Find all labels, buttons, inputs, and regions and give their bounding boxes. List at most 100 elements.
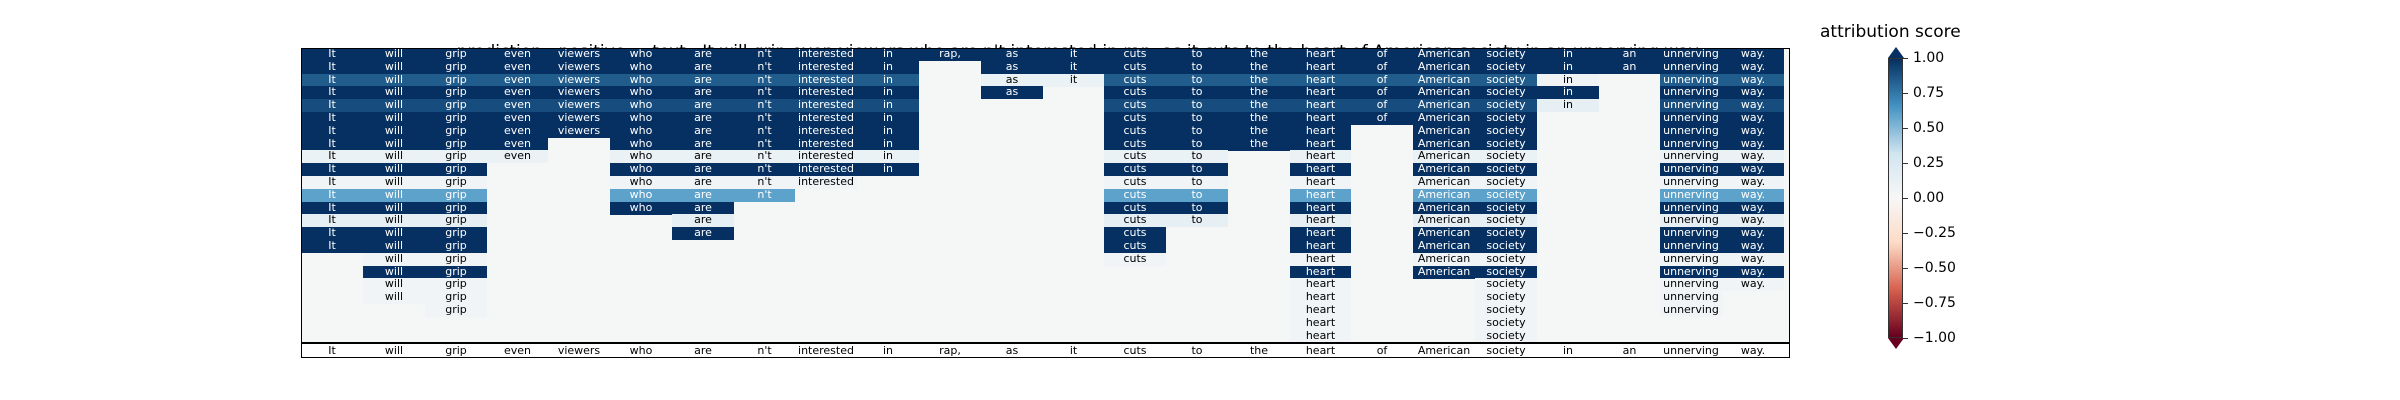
- heatmap-cell: [1660, 265, 1722, 279]
- heatmap-token-label: will: [384, 213, 404, 227]
- heatmap-cell: [1228, 73, 1290, 87]
- heatmap-token-label: even: [503, 59, 532, 73]
- heatmap-cell: [1475, 240, 1537, 253]
- heatmap-token-label: n't: [757, 136, 772, 150]
- heatmap-token-label: society: [1486, 264, 1526, 278]
- heatmap-cell: [672, 99, 734, 113]
- heatmap-cell: [1660, 252, 1722, 266]
- heatmap-cell: [857, 137, 919, 151]
- heatmap-token-label: to: [1191, 200, 1203, 214]
- heatmap-token-label: heart: [1305, 239, 1336, 252]
- heatmap-cell: [1475, 163, 1537, 177]
- heatmap-token-label: the: [1249, 136, 1269, 150]
- heatmap-cell: [1413, 265, 1475, 279]
- heatmap-token-label: even: [503, 85, 532, 99]
- heatmap-cell: [857, 112, 919, 125]
- heatmap-cell: [1104, 163, 1166, 177]
- heatmap-cell: [1475, 227, 1537, 241]
- heatmap-cell: [425, 137, 487, 151]
- heatmap-token-label: are: [694, 72, 712, 86]
- heatmap-token-label: grip: [445, 136, 467, 150]
- heatmap-cell: [1660, 86, 1722, 100]
- heatmap-cell: [672, 73, 734, 87]
- heatmap-cell: [1722, 214, 1784, 228]
- heatmap-cell: [1475, 48, 1537, 61]
- heatmap-token-label: to: [1191, 59, 1203, 73]
- heatmap-cell: [363, 73, 425, 87]
- heatmap-token-label: society: [1486, 149, 1526, 163]
- heatmap-token-label: interested: [798, 175, 854, 188]
- heatmap-token-label: society: [1486, 315, 1526, 329]
- heatmap-cell: [1228, 99, 1290, 113]
- heatmap-token-label: heart: [1305, 85, 1336, 99]
- heatmap-cell: [1537, 86, 1599, 100]
- heatmap-cell: [1166, 201, 1228, 215]
- heatmap-cell: [1290, 137, 1351, 151]
- heatmap-cell: [1413, 240, 1475, 253]
- heatmap-token-label: society: [1486, 123, 1526, 137]
- heatmap-cell: [487, 99, 548, 113]
- heatmap-cell: [672, 188, 734, 202]
- heatmap-token-label: It: [328, 85, 336, 99]
- heatmap-token-label: It: [328, 213, 336, 227]
- heatmap-cell: [425, 99, 487, 113]
- heatmap-cell: [1537, 60, 1599, 74]
- heatmap-token-label: grip: [445, 239, 467, 252]
- heatmap-cell: [1660, 73, 1722, 87]
- heatmap-cell: [1228, 112, 1290, 125]
- heatmap-token-label: cuts: [1123, 47, 1147, 60]
- axis-tick-label: the: [1249, 344, 1269, 357]
- heatmap-cell: [301, 201, 363, 215]
- heatmap-token-label: society: [1486, 111, 1526, 124]
- heatmap-token-label: to: [1191, 123, 1203, 137]
- heatmap-token-label: the: [1249, 47, 1269, 60]
- heatmap-token-label: will: [384, 59, 404, 73]
- heatmap-token-label: in: [1562, 72, 1574, 86]
- heatmap-cell: [1290, 99, 1351, 113]
- axis-tick-label: in: [882, 344, 894, 357]
- heatmap-cell: [795, 112, 857, 125]
- heatmap-cell: [1290, 163, 1351, 177]
- heatmap-token-label: society: [1486, 290, 1526, 304]
- heatmap-cell: [610, 99, 672, 113]
- heatmap-cell: [795, 124, 857, 138]
- heatmap-token-label: way.: [1740, 239, 1766, 252]
- heatmap-token-label: who: [629, 136, 653, 150]
- heatmap-cell: [610, 60, 672, 74]
- heatmap-token-label: It: [328, 226, 336, 240]
- colorbar-tick: [1903, 233, 1908, 234]
- axis-tick-label: rap,: [939, 344, 961, 357]
- colorbar-tick: [1903, 338, 1908, 339]
- heatmap-token-label: unnerving: [1663, 277, 1719, 291]
- heatmap-token-label: society: [1486, 85, 1526, 99]
- heatmap-token-label: It: [328, 123, 336, 137]
- heatmap-cell: [1290, 316, 1351, 330]
- heatmap-token-label: unnerving: [1663, 85, 1719, 99]
- heatmap-token-label: will: [384, 290, 404, 304]
- heatmap-cell: [1351, 48, 1413, 61]
- heatmap-cell: [1475, 252, 1537, 266]
- axis-tick-label: it: [1069, 344, 1078, 357]
- heatmap-token-label: cuts: [1123, 187, 1147, 201]
- heatmap-token-label: in: [1562, 85, 1574, 99]
- heatmap-cell: [301, 73, 363, 87]
- axis-tick-label: as: [1005, 344, 1019, 357]
- heatmap-token-label: society: [1486, 72, 1526, 86]
- heatmap-cell: [1290, 112, 1351, 125]
- heatmap-token-label: way.: [1740, 226, 1766, 240]
- heatmap-token-label: cuts: [1123, 111, 1147, 124]
- heatmap-token-label: American: [1417, 136, 1471, 150]
- heatmap-cell: [1660, 227, 1722, 241]
- axis-tick-label: to: [1191, 344, 1203, 357]
- heatmap-cell: [1290, 265, 1351, 279]
- heatmap-token-label: unnerving: [1663, 47, 1719, 60]
- heatmap-cell: [1413, 137, 1475, 151]
- heatmap-cell: [363, 112, 425, 125]
- heatmap-cell: [301, 227, 363, 241]
- heatmap-cell: [1722, 188, 1784, 202]
- heatmap-cell: [425, 291, 487, 305]
- heatmap-token-label: society: [1486, 187, 1526, 201]
- heatmap-token-label: way.: [1740, 149, 1766, 163]
- heatmap-token-label: even: [503, 123, 532, 137]
- heatmap-cell: [425, 124, 487, 138]
